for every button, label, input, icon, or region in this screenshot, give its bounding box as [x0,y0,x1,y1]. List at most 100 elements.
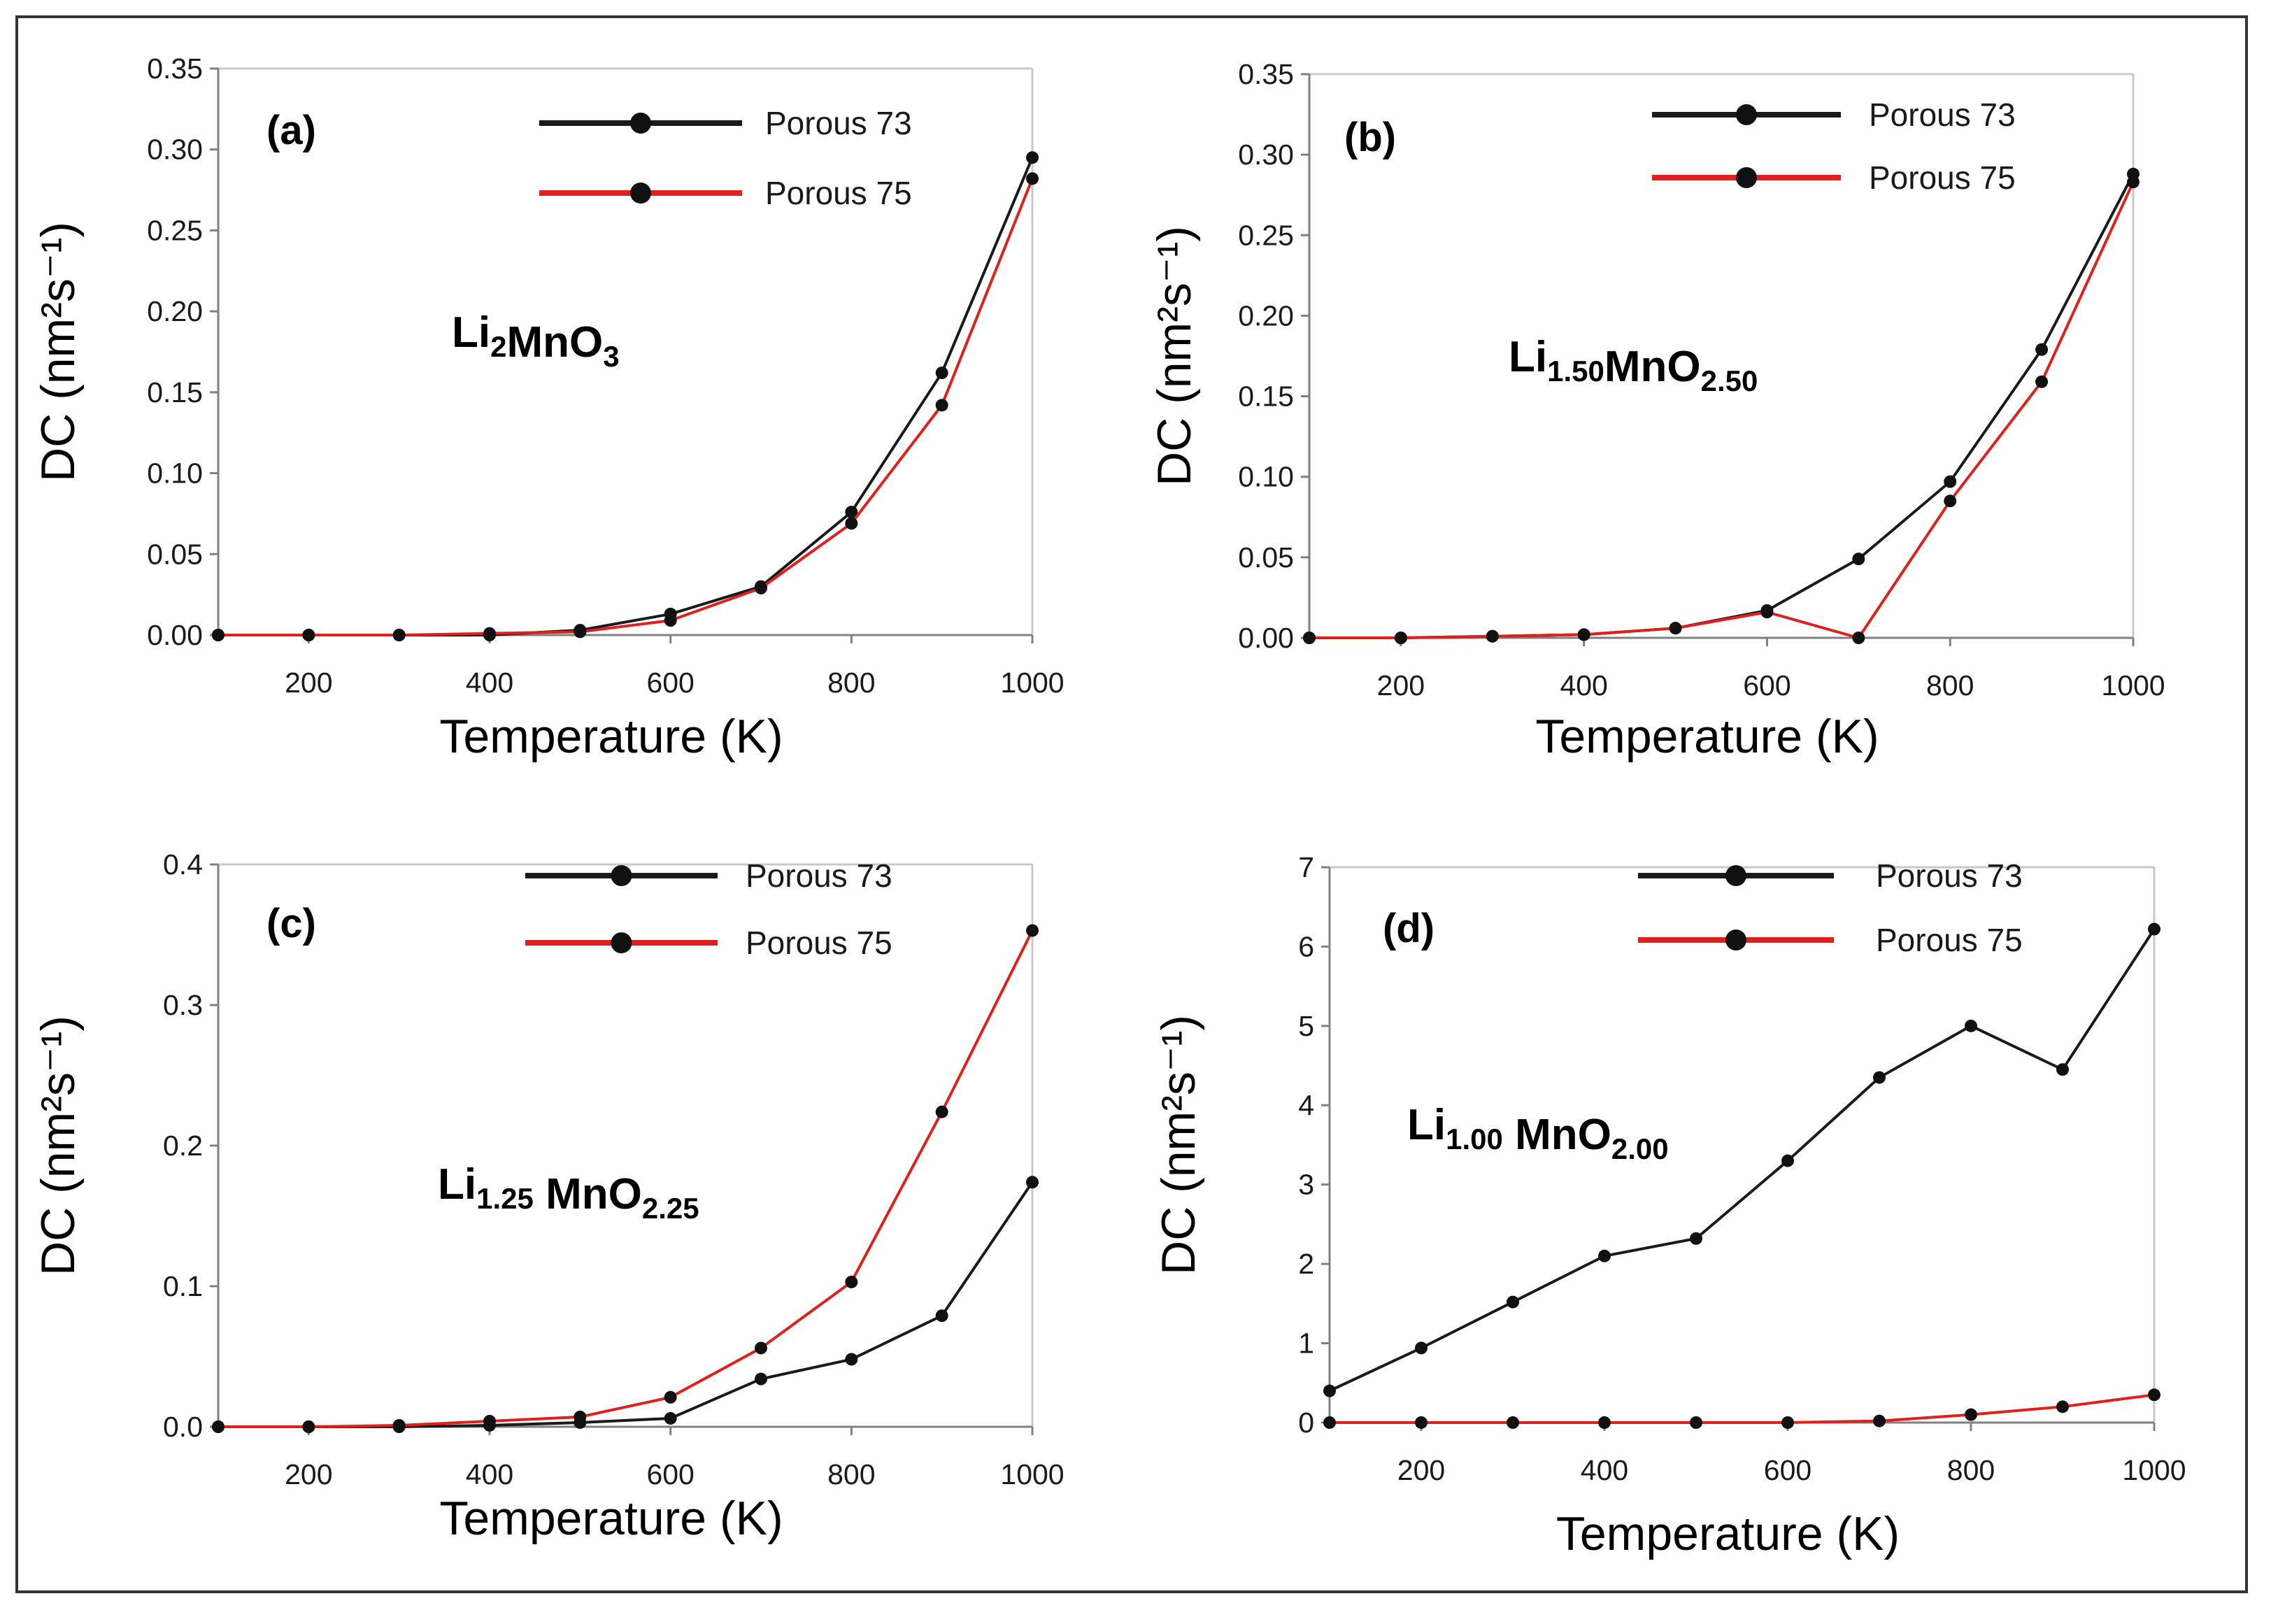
x-tick-label: 400 [1560,669,1607,701]
data-point-porous-73 [935,1309,948,1323]
data-point-porous-75 [1852,632,1865,644]
data-point-porous-75 [574,1410,587,1423]
compound-formula: Li1.00 MnO2.00 [1407,1101,1669,1165]
series-line-porous-75 [1330,1393,2155,1424]
x-tick-label: 600 [1764,1454,1811,1486]
data-point-porous-75 [1873,1414,1886,1427]
y-tick-label: 7 [1298,851,1314,883]
y-tick-label: 3 [1298,1169,1314,1201]
compound-formula: Li2MnO3 [452,308,620,373]
y-tick-label: 0.00 [1238,622,1294,654]
data-point-porous-75 [1026,924,1039,937]
data-point-porous-75 [755,581,767,594]
data-point-porous-75 [483,627,496,640]
y-tick-label: 0.10 [1238,461,1294,493]
legend-label-porous-73: Porous 73 [1869,97,2016,133]
data-point-porous-75 [1669,622,1682,635]
legend-marker-porous-75 [630,183,651,204]
data-point-porous-75 [664,1390,677,1404]
formula-subscript: 1.00 [1446,1123,1503,1155]
x-tick-label: 600 [646,1458,694,1490]
y-tick-label: 4 [1298,1089,1314,1121]
formula-subscript: 1.25 [476,1182,534,1215]
data-point-porous-73 [1944,475,1957,488]
series-line-porous-73 [218,1181,1034,1428]
x-tick-label: 800 [1947,1454,1995,1486]
legend-marker-porous-75 [1725,929,1746,950]
y-tick-label: 0.10 [147,457,203,490]
data-point-porous-73 [2148,923,2160,936]
data-point-porous-75 [1965,1408,1977,1421]
data-point-porous-73 [1852,553,1865,566]
data-point-porous-73 [1965,1019,1977,1032]
x-axis-title: Temperature (K) [439,710,783,763]
x-tick-label: 400 [466,667,513,699]
formula-text: MnO [1503,1111,1611,1159]
y-tick-label: 0.3 [163,989,203,1021]
data-point-porous-73 [1690,1232,1702,1245]
formula-text: Li [1509,333,1547,381]
y-axis-title: DC (nm²s⁻¹) [31,1016,85,1276]
data-point-porous-75 [212,629,225,641]
y-tick-label: 0.05 [147,538,203,570]
data-point-porous-73 [2035,343,2049,356]
legend-label-porous-75: Porous 75 [1869,159,2016,196]
y-tick-label: 0.0 [163,1411,203,1443]
data-point-porous-73 [1873,1071,1886,1084]
x-axis-title: Temperature (K) [1556,1507,1900,1560]
data-point-porous-73 [1323,1384,1336,1397]
legend-label-porous-73: Porous 73 [1876,857,2023,894]
data-point-porous-75 [1394,632,1407,644]
data-point-porous-75 [2035,375,2049,388]
compound-formula: Li1.50MnO2.50 [1509,333,1758,397]
legend-marker-porous-73 [611,865,632,886]
formula-text: MnO [1604,343,1701,391]
chart-panel-d: 0 1 2 3 4 5 6 7 200 400 600 800 1000 Temperature (K) D… [1152,851,2186,1560]
x-tick-label: 1000 [2101,669,2165,701]
formula-text: Li [452,308,490,357]
series-line-porous-73 [1309,173,2135,639]
data-point-porous-75 [2148,1388,2160,1402]
data-point-porous-75 [1303,632,1316,644]
data-point-porous-73 [1026,151,1039,164]
y-tick-label: 0 [1298,1406,1314,1439]
data-point-porous-73 [2056,1063,2069,1076]
data-point-porous-73 [845,506,858,519]
compound-formula: Li1.25 MnO2.25 [438,1160,699,1225]
data-point-porous-75 [845,1275,858,1288]
legend-marker-porous-75 [1736,167,1757,188]
legend-label-porous-73: Porous 73 [746,857,892,894]
data-point-porous-75 [483,1414,496,1427]
x-tick-label: 1000 [2122,1454,2186,1486]
y-tick-label: 0.4 [163,848,203,881]
formula-subscript: 2.25 [642,1192,699,1225]
y-tick-label: 0.30 [1238,138,1294,171]
y-tick-label: 2 [1298,1248,1314,1280]
chart-panel-a: 0.00 0.05 0.10 0.15 0.20 0.25 0.30 0.35 200 400 60… [31,52,1065,763]
series-line-porous-73 [218,157,1034,636]
figure-frame: 0.00 0.05 0.10 0.15 0.20 0.25 0.30 0.35 200 400 60… [15,15,2248,1593]
formula-subscript: 2.00 [1611,1132,1669,1165]
formula-subscript: 2 [490,330,506,363]
formula-text: MnO [534,1170,642,1218]
y-tick-label: 0.30 [147,134,203,166]
y-tick-label: 0.20 [147,295,203,327]
data-point-porous-75 [1944,494,1957,508]
y-tick-label: 0.2 [163,1130,203,1162]
y-tick-label: 0.05 [1238,541,1294,574]
data-point-porous-75 [2127,176,2140,189]
data-point-porous-73 [755,1372,767,1386]
legend-marker-porous-73 [1725,865,1746,886]
formula-text: Li [438,1160,476,1209]
y-axis-title: DC (nm²s⁻¹) [31,222,85,482]
data-point-porous-75 [1760,606,1774,619]
y-tick-label: 0.00 [147,619,203,651]
x-tick-label: 200 [285,667,332,699]
series-line-porous-75 [1309,181,2135,639]
series-line-porous-73 [1329,928,2156,1392]
y-tick-label: 0.25 [1238,219,1294,251]
y-tick-label: 0.35 [1238,58,1294,90]
data-point-porous-73 [1026,1176,1039,1189]
legend-label-porous-75: Porous 75 [1876,922,2023,958]
data-point-porous-75 [1690,1416,1702,1429]
